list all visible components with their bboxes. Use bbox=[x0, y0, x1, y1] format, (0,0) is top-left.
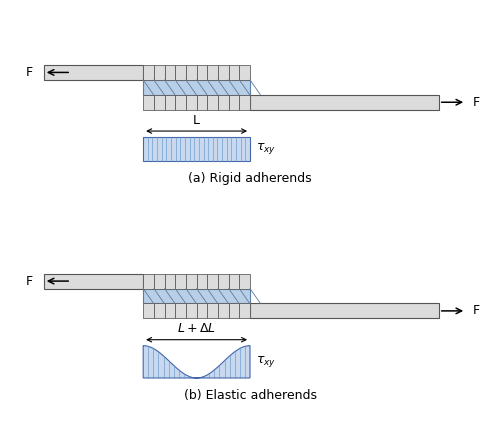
Bar bbox=[143, 289, 250, 303]
Bar bbox=[143, 65, 154, 80]
Bar bbox=[143, 137, 250, 161]
Bar bbox=[218, 65, 228, 80]
Bar bbox=[143, 273, 154, 289]
Bar bbox=[154, 303, 164, 319]
Text: $\tau_{xy}$: $\tau_{xy}$ bbox=[256, 354, 276, 369]
Text: F: F bbox=[472, 304, 480, 317]
Bar bbox=[228, 65, 239, 80]
Bar bbox=[164, 95, 175, 110]
Bar bbox=[250, 95, 439, 110]
Bar bbox=[240, 65, 250, 80]
Bar bbox=[228, 95, 239, 110]
Bar bbox=[164, 65, 175, 80]
Bar bbox=[186, 303, 196, 319]
Bar bbox=[240, 273, 250, 289]
Bar bbox=[208, 95, 218, 110]
Bar bbox=[175, 303, 186, 319]
Bar bbox=[164, 303, 175, 319]
Bar bbox=[218, 95, 228, 110]
Bar bbox=[196, 95, 207, 110]
Bar bbox=[186, 273, 196, 289]
Bar bbox=[250, 303, 439, 319]
Bar bbox=[175, 273, 186, 289]
Bar bbox=[208, 65, 218, 80]
Bar bbox=[196, 273, 207, 289]
Bar bbox=[186, 65, 196, 80]
Bar bbox=[218, 273, 228, 289]
Bar bbox=[164, 273, 175, 289]
Bar bbox=[196, 303, 207, 319]
Bar bbox=[175, 65, 186, 80]
Bar bbox=[154, 65, 164, 80]
Bar bbox=[143, 95, 154, 110]
Text: $L+\Delta L$: $L+\Delta L$ bbox=[177, 322, 216, 335]
Bar bbox=[240, 95, 250, 110]
Bar bbox=[196, 65, 207, 80]
Text: F: F bbox=[26, 66, 32, 79]
Bar bbox=[154, 95, 164, 110]
Text: F: F bbox=[26, 275, 32, 288]
Bar bbox=[154, 273, 164, 289]
Bar bbox=[44, 273, 143, 289]
Bar bbox=[143, 80, 250, 95]
Bar bbox=[143, 303, 154, 319]
Text: (a) Rigid adherends: (a) Rigid adherends bbox=[188, 172, 312, 185]
Bar bbox=[44, 65, 143, 80]
Text: (b) Elastic adherends: (b) Elastic adherends bbox=[184, 389, 316, 402]
Text: F: F bbox=[472, 96, 480, 109]
Bar bbox=[186, 95, 196, 110]
Bar bbox=[208, 303, 218, 319]
Text: $\tau_{xy}$: $\tau_{xy}$ bbox=[256, 141, 276, 156]
Bar bbox=[240, 303, 250, 319]
Polygon shape bbox=[143, 345, 250, 378]
Bar bbox=[228, 273, 239, 289]
Text: L: L bbox=[193, 114, 200, 127]
Bar bbox=[175, 95, 186, 110]
Bar bbox=[228, 303, 239, 319]
Bar bbox=[208, 273, 218, 289]
Bar bbox=[218, 303, 228, 319]
